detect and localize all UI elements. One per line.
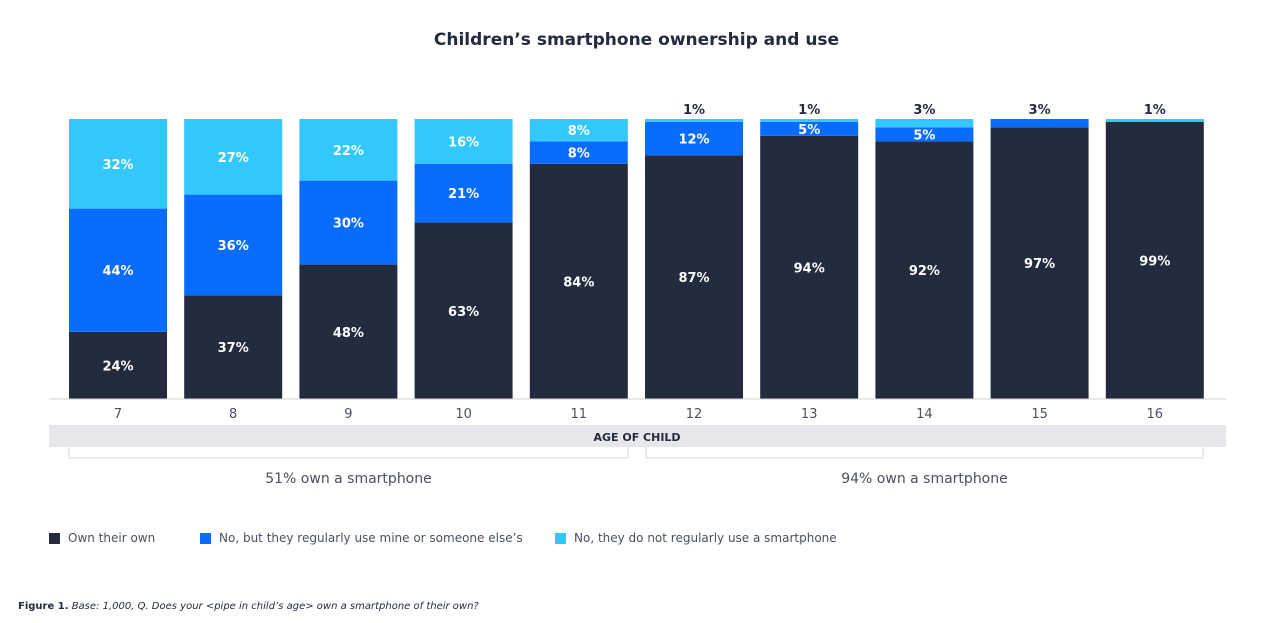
- x-tick-label-11: 11: [571, 407, 588, 422]
- caption-text: Base: 1,000, Q. Does your <pipe in child…: [71, 601, 479, 612]
- x-tick-label-14: 14: [916, 407, 933, 422]
- bar-segment-use-other-age-12: [645, 121, 743, 156]
- legend-item-no-use: No, they do not regularly use a smartpho…: [555, 531, 837, 545]
- bar-segment-use-other-age-8: [184, 194, 283, 296]
- bar-segment-own-age-11: [529, 163, 628, 399]
- bar-segment-no-use-age-14: [875, 119, 974, 128]
- bar-segment-own-age-8: [184, 295, 283, 399]
- legend-swatch-use-other: [200, 532, 211, 544]
- legend-label-no-use: No, they do not regularly use a smartpho…: [574, 531, 837, 545]
- x-tick-label-15: 15: [1031, 407, 1048, 422]
- bar-segment-own-age-13: [760, 135, 859, 400]
- data-label-own-age-14: 92%: [909, 264, 940, 279]
- data-label-own-age-11: 84%: [563, 275, 594, 290]
- data-label-own-age-16: 99%: [1139, 254, 1170, 269]
- x-tick-label-9: 9: [344, 407, 352, 422]
- x-tick-label-13: 13: [801, 407, 818, 422]
- x-tick-label-7: 7: [114, 407, 122, 422]
- data-label-no-use-age-8: 27%: [218, 151, 249, 166]
- bar-segment-use-other-age-7: [69, 208, 167, 332]
- data-label-use-other-age-10: 21%: [448, 187, 479, 202]
- bar-segment-no-use-age-11: [529, 119, 628, 142]
- legend-swatch-own: [49, 532, 60, 544]
- x-axis-band: [49, 425, 1226, 447]
- bar-segment-use-other-age-15: [990, 119, 1089, 128]
- data-label-no-use-age-10: 16%: [448, 135, 479, 150]
- data-label-no-use-age-16: 1%: [1144, 103, 1166, 118]
- bar-segment-no-use-age-10: [414, 119, 513, 164]
- data-label-no-use-age-14: 3%: [913, 103, 935, 118]
- bar-segment-no-use-age-12: [645, 119, 743, 122]
- bar-segment-own-age-12: [645, 155, 743, 399]
- data-label-no-use-age-13: 1%: [798, 103, 820, 118]
- x-axis-title: AGE OF CHILD: [593, 431, 680, 444]
- data-label-use-other-age-15: 3%: [1029, 103, 1051, 118]
- data-label-own-age-9: 48%: [333, 326, 364, 341]
- bar-segment-own-age-14: [875, 141, 974, 399]
- bar-segment-no-use-age-7: [69, 119, 167, 209]
- bar-segment-no-use-age-13: [760, 119, 859, 122]
- data-label-own-age-13: 94%: [794, 261, 825, 276]
- bar-segment-no-use-age-16: [1105, 119, 1204, 122]
- data-label-own-age-8: 37%: [218, 341, 249, 356]
- bar-segment-use-other-age-14: [875, 127, 974, 142]
- bar-segment-use-other-age-13: [760, 121, 859, 136]
- caption-label: Figure 1.: [18, 601, 69, 612]
- bar-segment-own-age-10: [414, 222, 513, 399]
- data-label-use-other-age-13: 5%: [798, 123, 820, 138]
- figure-caption: Figure 1. Base: 1,000, Q. Does your <pip…: [18, 601, 479, 612]
- bar-segment-use-other-age-11: [529, 141, 628, 164]
- bar-segment-own-age-16: [1105, 121, 1204, 400]
- bar-segment-own-age-9: [299, 264, 398, 399]
- chart-title: Children’s smartphone ownership and use: [433, 30, 840, 50]
- legend-item-own: Own their own: [49, 531, 155, 545]
- legend-label-own: Own their own: [68, 531, 156, 545]
- data-label-use-other-age-11: 8%: [568, 147, 590, 162]
- bar-segment-own-age-7: [69, 331, 167, 399]
- data-label-use-other-age-7: 44%: [102, 264, 133, 279]
- bar-segment-own-age-15: [990, 127, 1089, 400]
- bar-segment-no-use-age-8: [184, 119, 283, 195]
- data-label-use-other-age-14: 5%: [913, 128, 935, 143]
- group-bracket-right: [645, 447, 1204, 459]
- x-tick-labels: 7 8 9 10 11 12 13 14 15 16: [114, 407, 1163, 422]
- data-label-use-other-age-9: 30%: [333, 217, 364, 232]
- data-label-own-age-12: 87%: [678, 271, 709, 286]
- data-label-use-other-age-8: 36%: [218, 239, 249, 254]
- data-label-own-age-7: 24%: [102, 359, 133, 374]
- bar-segment-use-other-age-9: [299, 180, 398, 265]
- legend-label-use-other: No, but they regularly use mine or someo…: [219, 531, 523, 545]
- data-label-own-age-15: 97%: [1024, 257, 1055, 272]
- data-label-no-use-age-7: 32%: [102, 158, 133, 173]
- data-label-use-other-age-12: 12%: [678, 133, 709, 148]
- x-tick-label-10: 10: [455, 407, 472, 422]
- bar-segment-no-use-age-9: [299, 119, 398, 181]
- group-note-younger: 51% own a smartphone: [265, 471, 432, 487]
- data-label-no-use-age-12: 1%: [683, 103, 705, 118]
- data-label-own-age-10: 63%: [448, 305, 479, 320]
- group-note-older: 94% own a smartphone: [841, 471, 1008, 487]
- x-tick-label-8: 8: [229, 407, 237, 422]
- legend-item-use-other: No, but they regularly use mine or someo…: [200, 531, 523, 545]
- data-label-no-use-age-11: 8%: [568, 124, 590, 139]
- bar-segment-use-other-age-10: [414, 163, 513, 223]
- x-tick-label-16: 16: [1147, 407, 1164, 422]
- data-label-no-use-age-9: 22%: [333, 144, 364, 159]
- x-tick-label-12: 12: [686, 407, 703, 422]
- bars-layer: 24% 44% 32% 37% 36% 27% 48% 30% 22% 63% 21% 16% 84% 8…: [69, 103, 1204, 400]
- legend-swatch-no-use: [555, 532, 566, 544]
- group-bracket-left: [68, 447, 629, 459]
